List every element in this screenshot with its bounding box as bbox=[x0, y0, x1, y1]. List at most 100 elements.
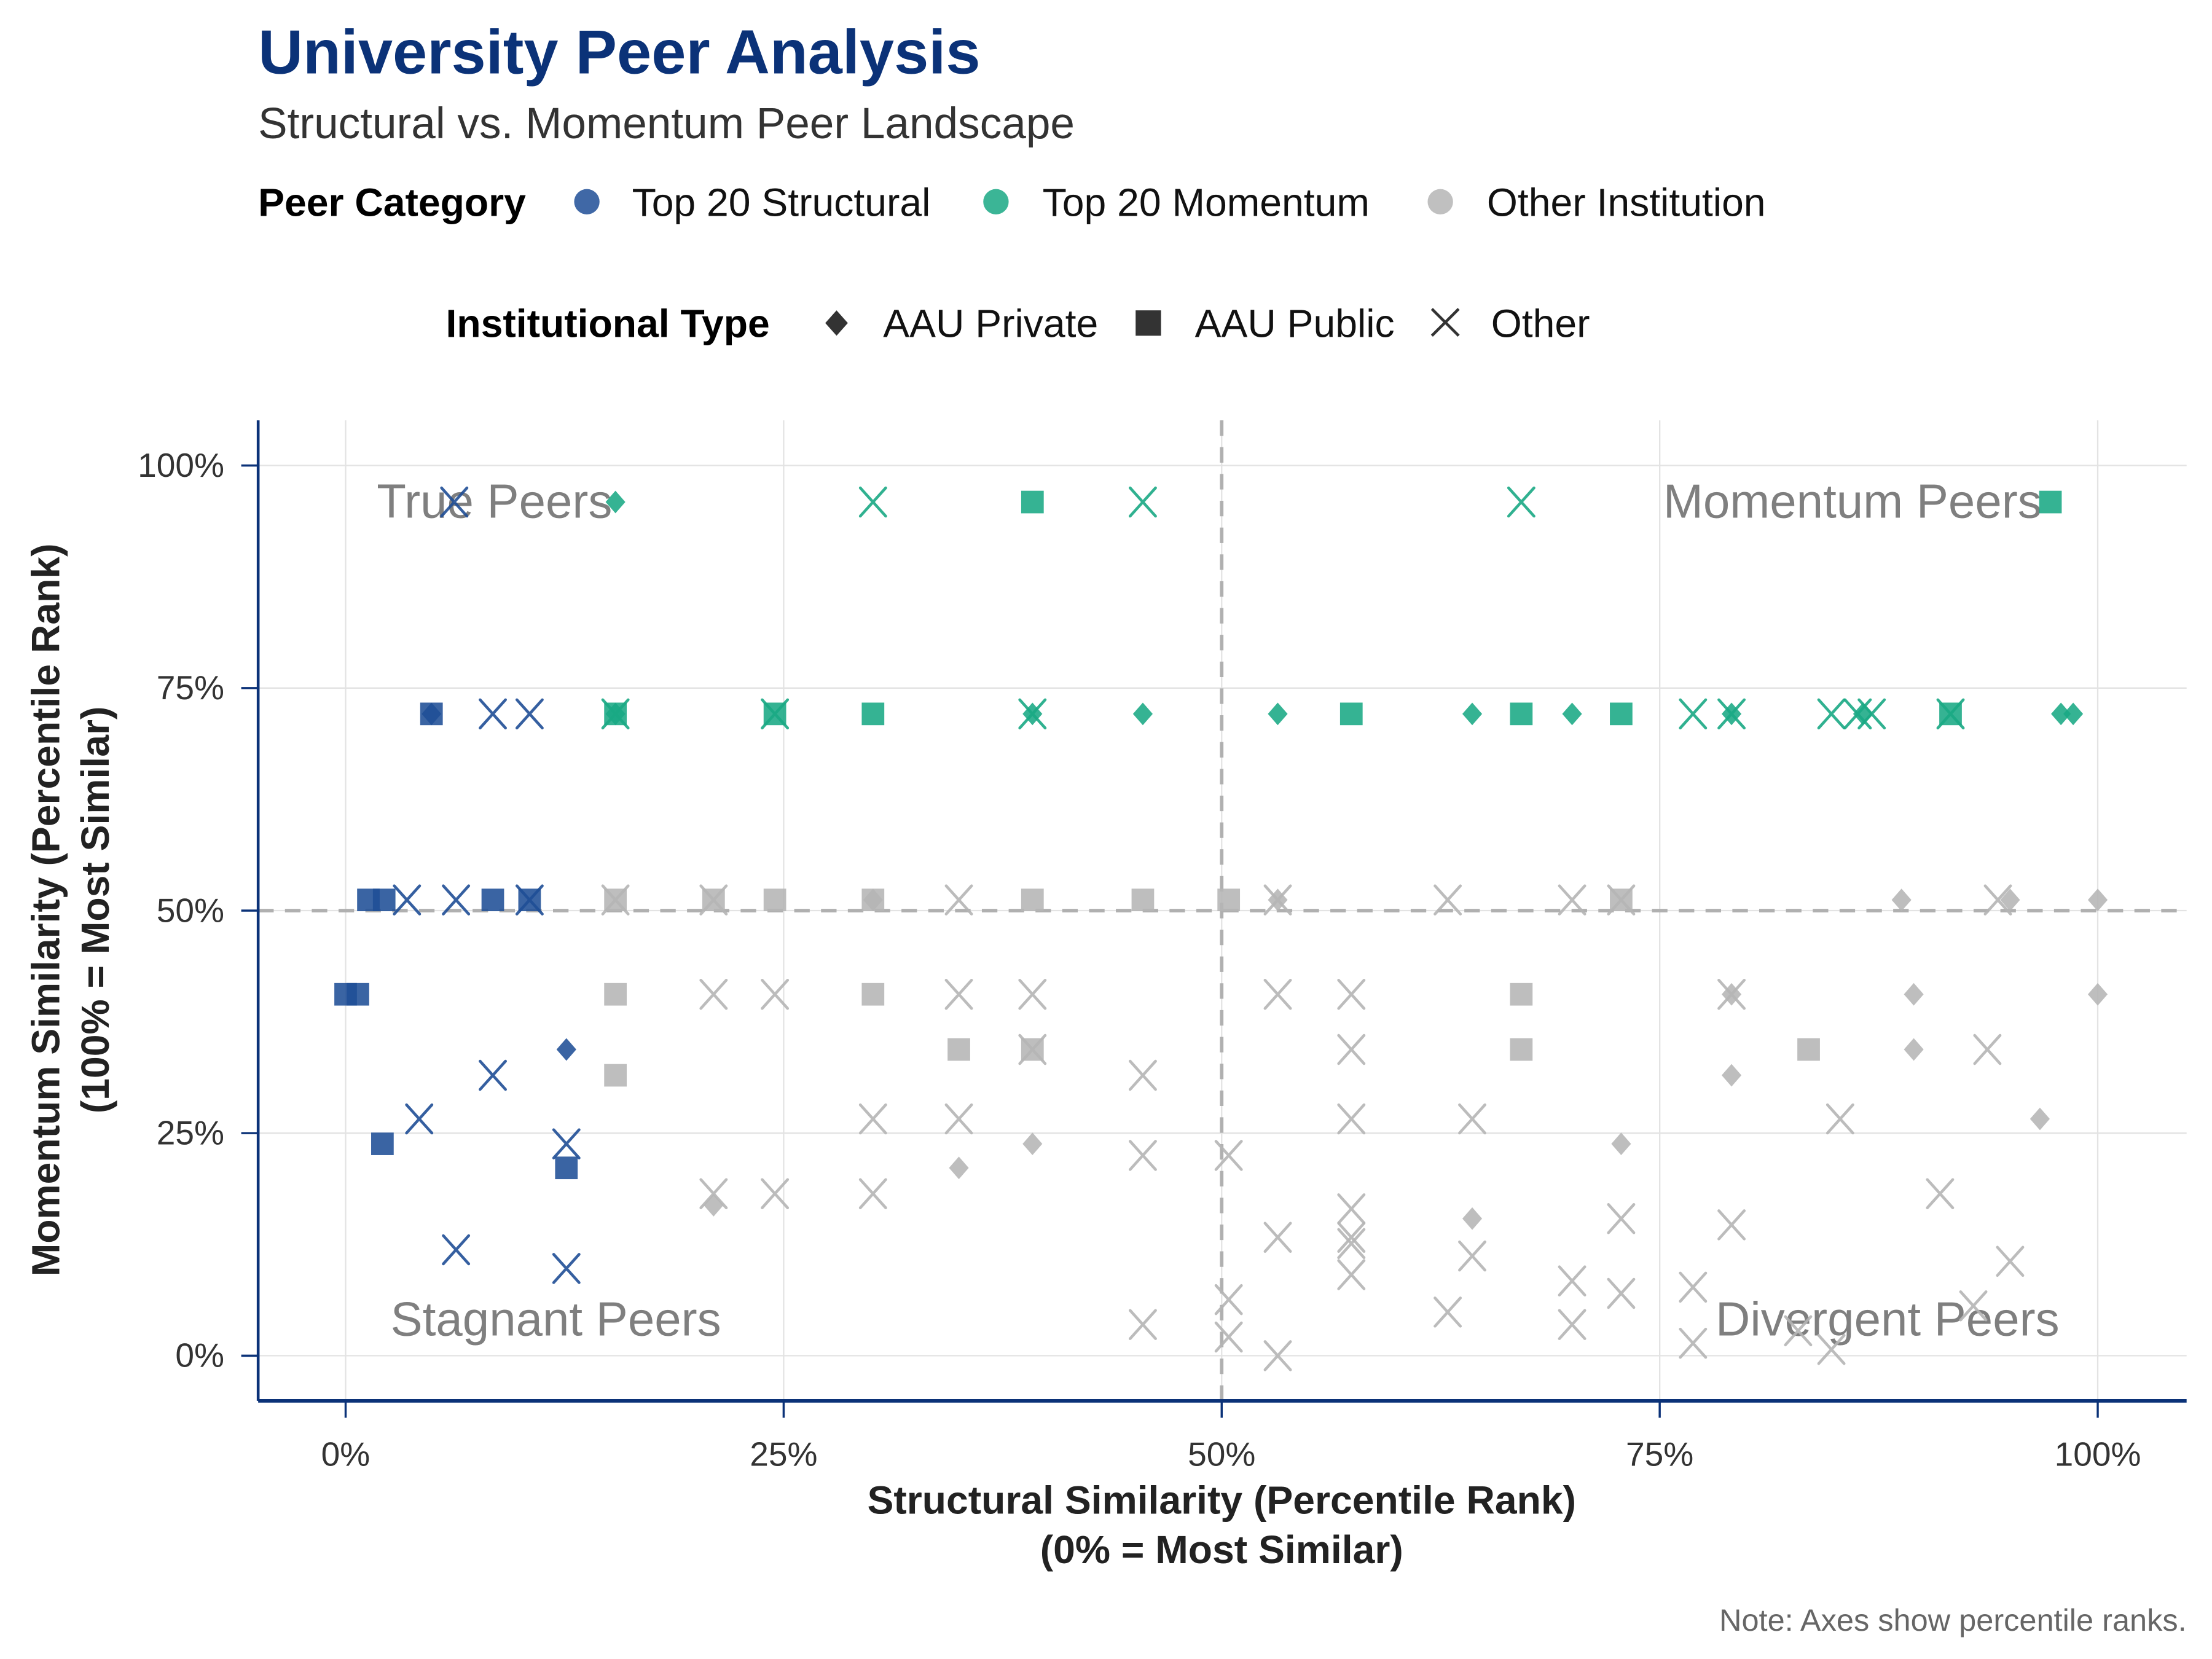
quadrant-label: Stagnant Peers bbox=[391, 1292, 721, 1346]
x-tick-label: 75% bbox=[1626, 1435, 1693, 1473]
data-point-x bbox=[1018, 978, 1047, 1010]
y-tick-label: 50% bbox=[157, 891, 224, 929]
data-point-x bbox=[479, 1059, 507, 1091]
data-point-square bbox=[1610, 702, 1633, 726]
data-point-x bbox=[761, 698, 790, 730]
data-point-diamond bbox=[1721, 702, 1742, 726]
data-point-x bbox=[1558, 1265, 1586, 1296]
data-point-x bbox=[1263, 1340, 1292, 1371]
legend-title-institutional-type: Institutional Type bbox=[446, 302, 770, 346]
data-point-x bbox=[944, 1103, 973, 1135]
quadrant-labels: True Peers Momentum Peers Stagnant Peers Di… bbox=[377, 474, 2059, 1346]
data-point-x bbox=[1717, 1209, 1746, 1241]
data-point-x bbox=[944, 978, 973, 1010]
quadrant-label: Momentum Peers bbox=[1663, 474, 2042, 528]
data-point-x bbox=[1507, 486, 1535, 518]
data-point-square bbox=[555, 1156, 578, 1180]
data-point-x bbox=[1128, 1059, 1157, 1091]
data-point-x bbox=[393, 884, 422, 916]
data-point-square bbox=[1510, 1038, 1533, 1061]
x-tick-label: 0% bbox=[321, 1435, 371, 1473]
data-point-x bbox=[858, 486, 887, 518]
x-tick-label: 25% bbox=[750, 1435, 817, 1473]
data-point-diamond bbox=[1891, 888, 1912, 911]
data-point-x bbox=[552, 1128, 581, 1159]
data-point-x bbox=[1337, 978, 1366, 1010]
data-point-diamond bbox=[2063, 702, 2084, 726]
data-point-x bbox=[761, 978, 790, 1010]
data-point-diamond bbox=[1132, 702, 1153, 726]
chart-title: University Peer Analysis bbox=[258, 18, 980, 87]
data-point-diamond bbox=[1721, 982, 1742, 1006]
data-point-x bbox=[1607, 1203, 1636, 1234]
data-point-x bbox=[1337, 1193, 1366, 1225]
data-point-diamond bbox=[1462, 1207, 1483, 1230]
data-point-square bbox=[372, 888, 396, 911]
legend-title-peer-category: Peer Category bbox=[258, 180, 526, 224]
legend-label-aau-public: AAU Public bbox=[1195, 302, 1395, 346]
legend-peer-category: Peer Category Top 20 Structural Top 20 M… bbox=[258, 180, 1765, 224]
data-point-x bbox=[1018, 698, 1047, 730]
data-point-square bbox=[1217, 888, 1241, 911]
data-point-diamond bbox=[2087, 982, 2108, 1006]
data-point-x bbox=[1337, 1228, 1366, 1260]
x-tick-label: 100% bbox=[2055, 1435, 2141, 1473]
legend-label-other-type: Other bbox=[1491, 302, 1590, 346]
legend-swatch-momentum bbox=[983, 189, 1009, 214]
data-point-x bbox=[479, 698, 507, 730]
data-point-diamond bbox=[1462, 702, 1483, 726]
data-point-diamond bbox=[949, 1156, 969, 1180]
data-point-x bbox=[1458, 1103, 1487, 1135]
data-point-x bbox=[1784, 1315, 1813, 1347]
data-point-x bbox=[699, 884, 728, 916]
data-point-x bbox=[515, 884, 544, 916]
legend-swatch-structural bbox=[574, 189, 600, 214]
data-point-diamond bbox=[2087, 888, 2108, 911]
data-point-square bbox=[861, 702, 885, 726]
data-point-x bbox=[440, 486, 469, 518]
data-point-diamond bbox=[1904, 982, 1924, 1006]
data-point-x bbox=[699, 1178, 728, 1209]
data-point-square bbox=[2039, 490, 2062, 514]
data-point-diamond bbox=[2030, 1107, 2050, 1131]
data-points bbox=[334, 486, 2108, 1371]
data-point-square bbox=[604, 982, 627, 1006]
data-point-x bbox=[1263, 978, 1292, 1010]
quadrant-label: Divergent Peers bbox=[1716, 1292, 2060, 1346]
data-point-diamond bbox=[704, 1194, 724, 1217]
data-point-x bbox=[761, 1178, 790, 1209]
data-point-diamond bbox=[1904, 1038, 1924, 1061]
chart-subtitle: Structural vs. Momentum Peer Landscape bbox=[258, 100, 1075, 148]
data-point-square bbox=[861, 982, 885, 1006]
data-point-x bbox=[858, 1103, 887, 1135]
data-point-square bbox=[1339, 702, 1363, 726]
data-point-x bbox=[1558, 1309, 1586, 1340]
legend-label-other-institution: Other Institution bbox=[1487, 180, 1766, 224]
diamond-icon bbox=[825, 310, 848, 336]
legend-label-aau-private: AAU Private bbox=[883, 302, 1098, 346]
data-point-x bbox=[699, 978, 728, 1010]
data-point-square bbox=[347, 982, 369, 1006]
data-point-x bbox=[552, 1253, 581, 1284]
data-point-square bbox=[481, 888, 504, 911]
legend-label-structural: Top 20 Structural bbox=[632, 180, 931, 224]
data-point-x bbox=[442, 884, 471, 916]
data-point-x bbox=[1817, 698, 1846, 730]
data-point-x bbox=[1996, 1245, 2025, 1277]
data-point-diamond bbox=[1268, 702, 1288, 726]
data-point-x bbox=[944, 884, 973, 916]
data-point-square bbox=[947, 1038, 970, 1061]
data-point-diamond bbox=[2051, 702, 2071, 726]
x-axis-title-line1: Structural Similarity (Percentile Rank) bbox=[867, 1478, 1576, 1523]
x-mark-icon bbox=[1430, 308, 1460, 337]
data-point-x bbox=[1679, 1327, 1708, 1359]
data-point-x bbox=[1263, 1222, 1292, 1253]
legend-label-momentum: Top 20 Momentum bbox=[1043, 180, 1370, 224]
data-point-diamond bbox=[2000, 888, 2020, 911]
data-point-square bbox=[1021, 490, 1044, 514]
data-point-square bbox=[1021, 888, 1044, 911]
quadrant-label: True Peers bbox=[377, 474, 612, 528]
data-point-x bbox=[1214, 1321, 1243, 1353]
data-point-x bbox=[1433, 884, 1462, 916]
